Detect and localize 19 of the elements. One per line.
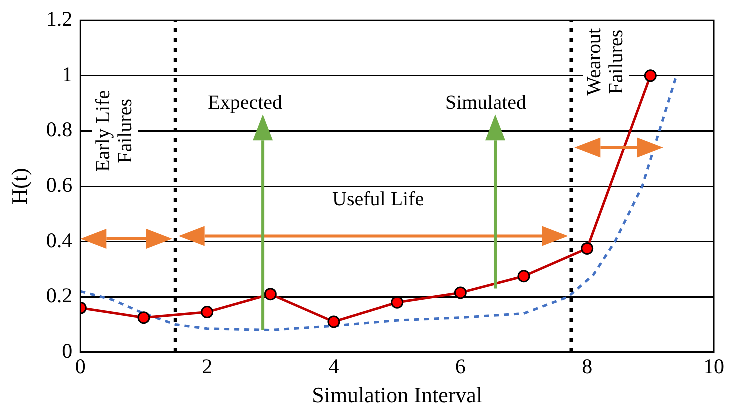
y-tick-label: 0.2: [46, 284, 73, 308]
annotation: Useful Life: [332, 188, 424, 211]
y-axis-title: H(t): [6, 168, 32, 205]
x-tick-label: 2: [202, 354, 213, 379]
annotation: Early Life Failures: [92, 90, 137, 172]
y-tick-label: 0.8: [46, 118, 73, 142]
x-axis-title: Simulation Interval: [312, 382, 483, 408]
y-tick-label: 1: [62, 62, 73, 86]
annotation: Expected: [208, 92, 283, 114]
x-tick-label: 8: [582, 354, 593, 379]
annotation: Wearout Failures: [584, 28, 628, 96]
x-tick-label: 4: [328, 354, 340, 379]
annotation: Simulated: [445, 92, 527, 114]
y-tick-label: 1.2: [46, 7, 73, 32]
x-tick-label: 10: [704, 354, 724, 379]
y-tick-label: 0: [62, 338, 73, 363]
y-tick-label: 0.6: [46, 173, 73, 198]
y-tick-label: 0.4: [46, 228, 74, 252]
x-tick-label: 6: [455, 354, 466, 379]
